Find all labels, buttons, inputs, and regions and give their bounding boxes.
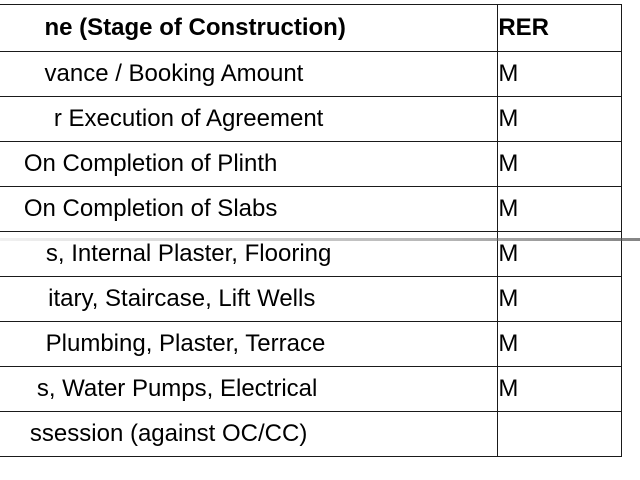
- table-row: Plumbing, Plaster, Terrace M: [0, 321, 622, 367]
- table-row: s, Water Pumps, Electrical M: [0, 366, 622, 412]
- rera-cell: M: [497, 366, 622, 412]
- header-rera: RER: [497, 4, 622, 52]
- stage-cell-plumbing-plaster-terrace: Plumbing, Plaster, Terrace: [0, 321, 499, 367]
- rera-cell: M: [497, 231, 622, 277]
- stage-cell-execution-of-agreement: r Execution of Agreement: [0, 96, 499, 142]
- table-row: r Execution of Agreement M: [0, 96, 622, 142]
- rera-cell: M: [497, 96, 622, 142]
- stage-cell-completion-of-slabs: On Completion of Slabs: [0, 186, 499, 232]
- stage-cell-internal-plaster-flooring: s, Internal Plaster, Flooring: [0, 231, 499, 277]
- table-row: itary, Staircase, Lift Wells M: [0, 276, 622, 322]
- rera-cell: M: [497, 186, 622, 232]
- rera-cell: M: [497, 51, 622, 97]
- table-header-row: ne (Stage of Construction) RER: [0, 4, 622, 52]
- rera-cell: [497, 411, 622, 457]
- stage-cell-completion-of-plinth: On Completion of Plinth: [0, 141, 499, 187]
- stage-cell-staircase-lift-wells: itary, Staircase, Lift Wells: [0, 276, 499, 322]
- rera-cell: M: [497, 321, 622, 367]
- table-row: vance / Booking Amount M: [0, 51, 622, 97]
- stage-cell-water-pumps-electrical: s, Water Pumps, Electrical: [0, 366, 499, 412]
- table-row: ssession (against OC/CC): [0, 411, 622, 457]
- payment-milestone-table: ne (Stage of Construction) RER vance / B…: [0, 4, 622, 457]
- table-row: On Completion of Slabs M: [0, 186, 622, 232]
- rera-cell: M: [497, 141, 622, 187]
- header-stage-of-construction: ne (Stage of Construction): [0, 4, 499, 52]
- table-row: s, Internal Plaster, Flooring M: [0, 231, 622, 277]
- table-row: On Completion of Plinth M: [0, 141, 622, 187]
- stage-cell-possession: ssession (against OC/CC): [0, 411, 499, 457]
- stage-cell-booking-amount: vance / Booking Amount: [0, 51, 499, 97]
- rera-cell: M: [497, 276, 622, 322]
